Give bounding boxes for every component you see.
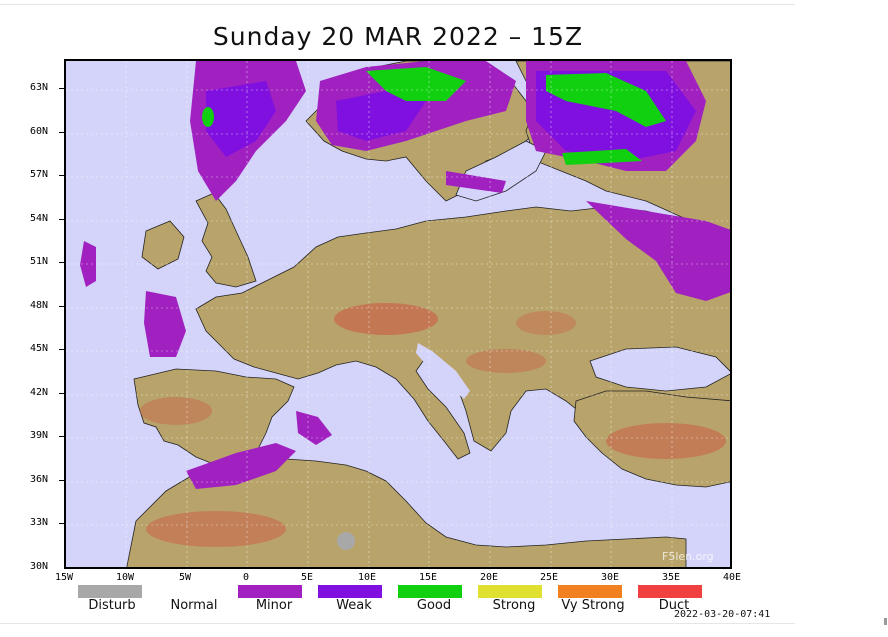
lat-label-57n: 57N xyxy=(30,169,49,180)
lon-label-35e: 35E xyxy=(661,572,681,583)
lat-label-42n: 42N xyxy=(30,387,49,398)
zone-weak-scandinavia xyxy=(336,91,426,141)
relief-atlas xyxy=(146,511,286,547)
lon-label-15e: 15E xyxy=(418,572,438,583)
lat-label-30n: 30N xyxy=(30,561,49,572)
legend-label-weak: Weak xyxy=(336,598,372,613)
lat-tick xyxy=(59,523,64,524)
legend-label-good: Good xyxy=(416,598,452,613)
lat-label-54n: 54N xyxy=(30,213,49,224)
edge-mark xyxy=(884,618,887,625)
lon-label-10e: 10E xyxy=(357,572,377,583)
lat-tick xyxy=(59,480,64,481)
lat-tick xyxy=(59,88,64,89)
legend-swatch-disturb xyxy=(78,585,142,598)
legend-label-strong: Strong xyxy=(492,598,536,613)
zone-good-finland xyxy=(546,73,666,127)
top-rule xyxy=(0,4,795,5)
legend-label-disturb: Disturb xyxy=(88,598,136,613)
lat-label-45n: 45N xyxy=(30,343,49,354)
legend-swatch-weak xyxy=(318,585,382,598)
legend-label-duct: Duct xyxy=(658,598,690,613)
relief-anatolia xyxy=(606,423,726,459)
legend-swatch-strong xyxy=(478,585,542,598)
legend-label-minor: Minor xyxy=(255,598,293,613)
zone-minor-tyrrhenian xyxy=(296,411,332,445)
lat-tick xyxy=(59,393,64,394)
map-title: Sunday 20 MAR 2022 – 15Z xyxy=(212,22,584,51)
lon-label-10w: 10W xyxy=(115,572,135,583)
zone-disturb xyxy=(337,532,355,550)
lat-tick xyxy=(59,349,64,350)
lat-label-33n: 33N xyxy=(30,517,49,528)
graticule xyxy=(66,61,730,567)
lat-label-39n: 39N xyxy=(30,430,49,441)
land-britain xyxy=(195,192,257,288)
zone-minor-baltic xyxy=(446,171,506,193)
lat-tick xyxy=(59,219,64,220)
lat-label-51n: 51N xyxy=(30,256,49,267)
land-ireland xyxy=(141,220,185,270)
bottom-rule xyxy=(0,623,795,624)
lat-tick xyxy=(59,306,64,307)
lat-label-36n: 36N xyxy=(30,474,49,485)
legend-label-normal: Normal xyxy=(170,598,218,613)
zone-good-north-sea xyxy=(202,107,214,127)
zone-minor-russia xyxy=(586,201,730,301)
lon-label-15w: 15W xyxy=(54,572,74,583)
lat-label-63n: 63N xyxy=(30,82,49,93)
adriatic-sea xyxy=(416,343,470,399)
lat-label-48n: 48N xyxy=(30,300,49,311)
lat-tick xyxy=(59,175,64,176)
timestamp-label: 2022-03-20-07:41 xyxy=(674,609,771,620)
relief-iberia xyxy=(140,397,212,425)
zone-good-scandinavia xyxy=(366,67,466,101)
lon-label-5w: 5W xyxy=(178,572,192,583)
relief-carpathians xyxy=(516,311,576,335)
legend-swatch-minor xyxy=(238,585,302,598)
relief-balkans xyxy=(466,349,546,373)
legend-label-vy-strong: Vy Strong xyxy=(561,598,625,613)
zone-weak-north-sea xyxy=(206,81,276,157)
legend-swatch-good xyxy=(398,585,462,598)
lon-label-30e: 30E xyxy=(600,572,620,583)
lon-label-5e: 5E xyxy=(300,572,314,583)
lon-label-20e: 20E xyxy=(479,572,499,583)
zone-good-russia xyxy=(562,149,642,165)
watermark-text: F5len.org xyxy=(662,550,714,563)
legend-swatch-vy-strong xyxy=(558,585,622,598)
lat-tick xyxy=(59,436,64,437)
propagation-map xyxy=(64,59,732,569)
lat-label-60n: 60N xyxy=(30,126,49,137)
legend-swatch-duct xyxy=(638,585,702,598)
lon-label-0: 0 xyxy=(242,572,250,583)
zone-minor-alboran xyxy=(186,443,296,489)
lat-tick xyxy=(59,262,64,263)
relief-alps xyxy=(334,303,438,335)
zone-minor-biscay xyxy=(144,291,186,357)
lon-label-40e: 40E xyxy=(722,572,742,583)
lon-label-25e: 25E xyxy=(539,572,559,583)
map-canvas xyxy=(66,61,730,567)
lat-tick xyxy=(59,132,64,133)
